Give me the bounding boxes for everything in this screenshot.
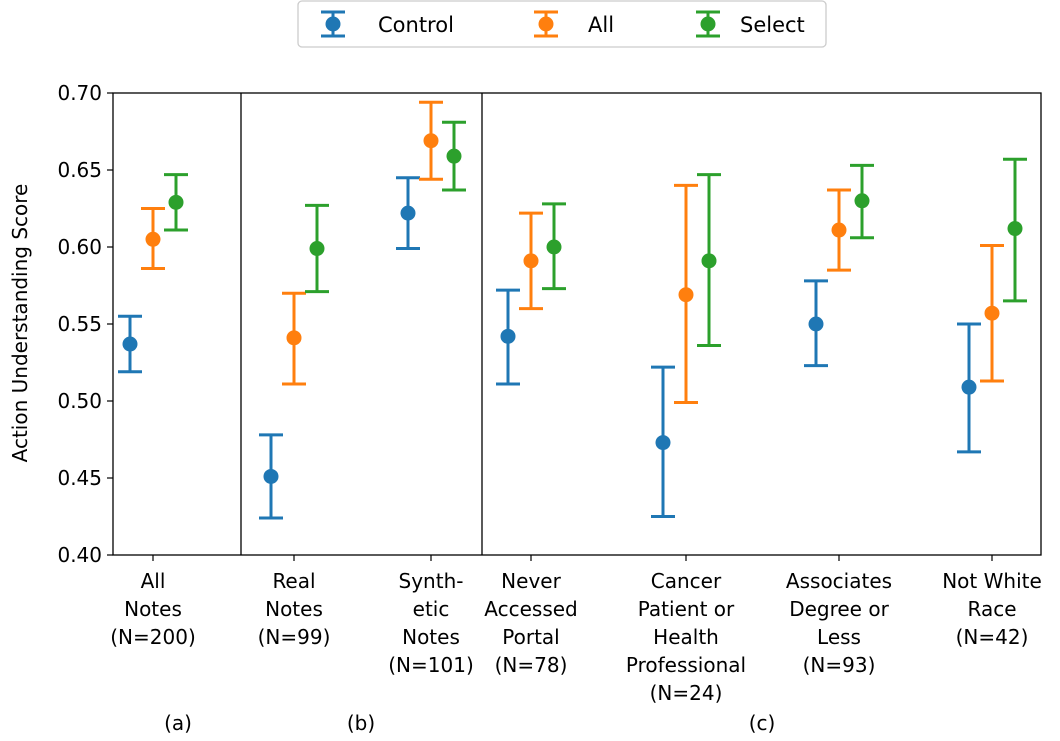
point-all	[523, 253, 539, 269]
legend-box	[297, 0, 827, 48]
y-tick-label: 0.50	[57, 389, 102, 413]
group-label-3: (c)	[749, 711, 776, 735]
legend: Control All Select	[297, 0, 827, 48]
point-control	[961, 379, 977, 395]
point-all	[678, 287, 694, 303]
point-select	[309, 241, 325, 257]
point-all	[984, 305, 1000, 321]
x-tick-label-real-notes: Real Notes (N=99)	[258, 569, 331, 649]
legend-label-all: All	[588, 13, 614, 37]
point-all	[423, 133, 439, 149]
x-axis: All Notes (N=200) Real Notes (N=99) Synth-etic…	[110, 555, 1042, 735]
group-label-2: (b)	[347, 711, 375, 735]
x-tick-label-never-accessed-portal: Never Accessed Portal (N=78)	[484, 569, 577, 677]
point-select	[446, 148, 462, 164]
x-tick-label-associates-degree-or-less: Associates Degree or Less (N=93)	[786, 569, 892, 677]
point-control	[400, 205, 416, 221]
point-control	[655, 435, 671, 451]
x-tick-label-all-notes: All Notes (N=200)	[110, 569, 196, 649]
point-select	[1007, 221, 1023, 237]
point-control	[808, 316, 824, 332]
plot-frame	[112, 92, 1042, 556]
point-all	[145, 231, 161, 247]
point-select	[546, 239, 562, 255]
series-select	[164, 120, 1027, 348]
y-tick-label: 0.65	[57, 158, 102, 182]
point-control	[500, 328, 516, 344]
y-tick-label: 0.55	[57, 312, 102, 336]
y-axis-label: Action Understanding Score	[8, 184, 32, 463]
point-select	[854, 193, 870, 209]
series-all	[141, 100, 1004, 405]
x-tick-label-not-white-race: Not White Race (N=42)	[942, 569, 1042, 649]
group-label-1: (a)	[164, 711, 192, 735]
point-all	[286, 330, 302, 346]
y-tick-label: 0.45	[57, 466, 102, 490]
y-tick-label: 0.60	[57, 235, 102, 259]
point-select	[701, 253, 717, 269]
y-tick-label: 0.70	[57, 81, 102, 105]
point-select	[168, 194, 184, 210]
series-control	[118, 176, 981, 520]
legend-marker-select	[700, 16, 716, 32]
legend-marker-all	[538, 16, 554, 32]
point-control	[263, 468, 279, 484]
plot-area	[112, 92, 1042, 556]
point-all	[831, 222, 847, 238]
x-tick-label-synthetic-notes: Synth-etic Notes (N=101)	[388, 569, 474, 677]
legend-label-select: Select	[740, 13, 805, 37]
y-tick-label: 0.40	[57, 543, 102, 567]
legend-marker-control	[325, 16, 341, 32]
x-tick-label-cancer-patient-or-health-professional: Cancer Patient or Health Professional (N=24)	[626, 569, 746, 705]
y-axis: 0.40 0.45 0.50 0.55 0.60 0.65 0.70	[57, 81, 113, 567]
legend-label-control: Control	[378, 13, 454, 37]
point-control	[122, 336, 138, 352]
